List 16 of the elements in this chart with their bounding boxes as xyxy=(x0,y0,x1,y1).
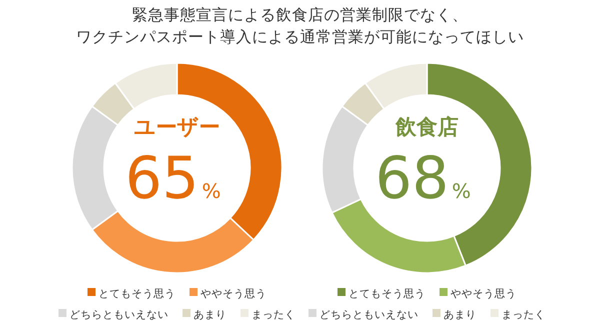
legend-label: ややそう思う xyxy=(200,288,266,300)
chart-subtitle: ワクチンパスポート導入による通常営業が可能になってほしい xyxy=(76,28,524,46)
legend-label: まったく xyxy=(252,309,296,321)
legend-label: とてもそう思う xyxy=(98,288,176,300)
legend-label: あまり xyxy=(194,309,226,321)
text: ユーザー xyxy=(134,115,220,139)
text: 68% xyxy=(375,144,471,212)
legend-label: とてもそう思う xyxy=(348,288,426,300)
legend-label: どちらともいえない xyxy=(70,309,168,321)
legend-label: あまり xyxy=(444,309,476,321)
text: 飲食店 xyxy=(394,115,458,139)
legend-label: ややそう思う xyxy=(450,288,516,300)
legend-label: どちらともいえない xyxy=(320,309,418,321)
chart-title: 緊急事態宣言による飲食店の営業制限でなく、 xyxy=(132,6,468,24)
legend-label: まったく xyxy=(502,309,546,321)
text: 65% xyxy=(125,144,221,212)
